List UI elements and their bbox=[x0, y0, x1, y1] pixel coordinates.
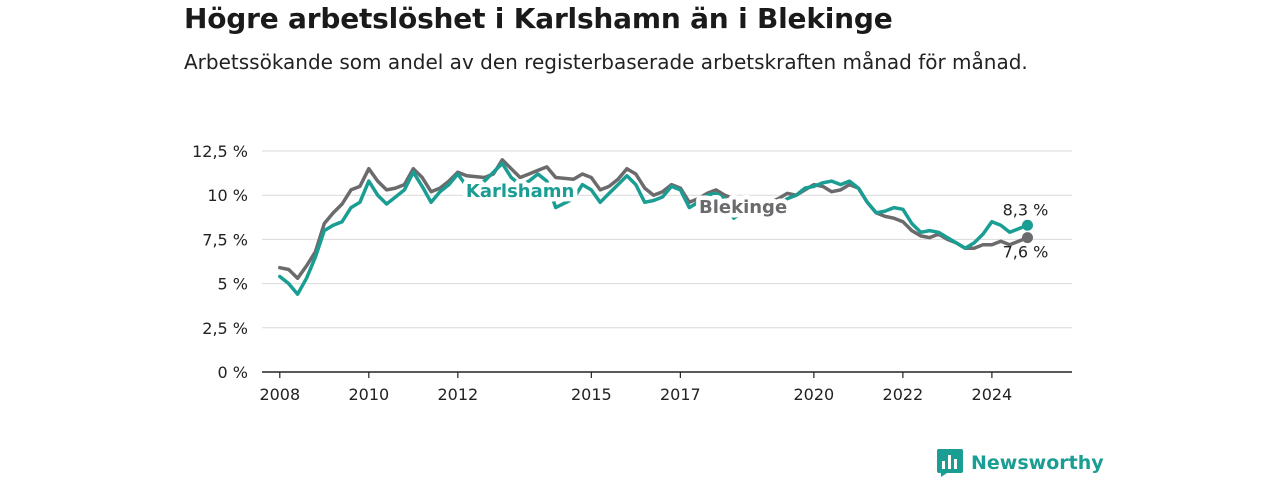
x-tick-label: 2017 bbox=[660, 385, 701, 404]
end-value-label-karlshamn: 8,3 % bbox=[1003, 200, 1049, 219]
y-tick-label: 10 % bbox=[207, 186, 248, 205]
y-tick-label: 5 % bbox=[218, 275, 248, 294]
bar-chart-logo-icon bbox=[937, 449, 963, 477]
x-axis-ticks: 2008 2010 2012 2015 2017 2020 2022 2024 bbox=[259, 372, 1012, 404]
y-axis-ticks: 0 % 2,5 % 5 % 7,5 % 10 % 12,5 % bbox=[192, 142, 248, 382]
y-tick-label: 2,5 % bbox=[202, 319, 248, 338]
series-label-blekinge-halo: Blekinge bbox=[699, 197, 787, 218]
x-tick-label: 2012 bbox=[437, 385, 478, 404]
x-tick-label: 2008 bbox=[259, 385, 300, 404]
y-tick-label: 0 % bbox=[218, 363, 248, 382]
end-point-karlshamn bbox=[1021, 219, 1033, 231]
grid-layer bbox=[262, 150, 1072, 373]
x-tick-label: 2015 bbox=[571, 385, 612, 404]
chart-title: Högre arbetslöshet i Karlshamn än i Blek… bbox=[184, 2, 893, 35]
brand-name: Newsworthy bbox=[971, 452, 1104, 474]
y-tick-label: 12,5 % bbox=[192, 142, 248, 161]
x-tick-label: 2024 bbox=[972, 385, 1013, 404]
series-layer bbox=[278, 158, 1033, 296]
series-line-blekinge bbox=[278, 158, 1030, 281]
x-tick-label: 2010 bbox=[348, 385, 389, 404]
y-tick-label: 7,5 % bbox=[202, 230, 248, 249]
series-label-karlshamn: Karlshamn bbox=[466, 181, 574, 202]
series-line-karlshamn bbox=[278, 161, 1030, 296]
end-value-label-blekinge: 7,6 % bbox=[1003, 243, 1049, 262]
newsworthy-logo[interactable]: Newsworthy bbox=[937, 449, 1104, 477]
end-point-blekinge bbox=[1021, 232, 1033, 244]
series-label-blekinge: Blekinge bbox=[699, 197, 787, 218]
chart-subtitle: Arbetssökande som andel av den registerb… bbox=[184, 50, 1028, 74]
x-tick-label: 2020 bbox=[794, 385, 835, 404]
series-label-karlshamn-halo: Karlshamn bbox=[466, 181, 574, 202]
x-tick-label: 2022 bbox=[883, 385, 924, 404]
